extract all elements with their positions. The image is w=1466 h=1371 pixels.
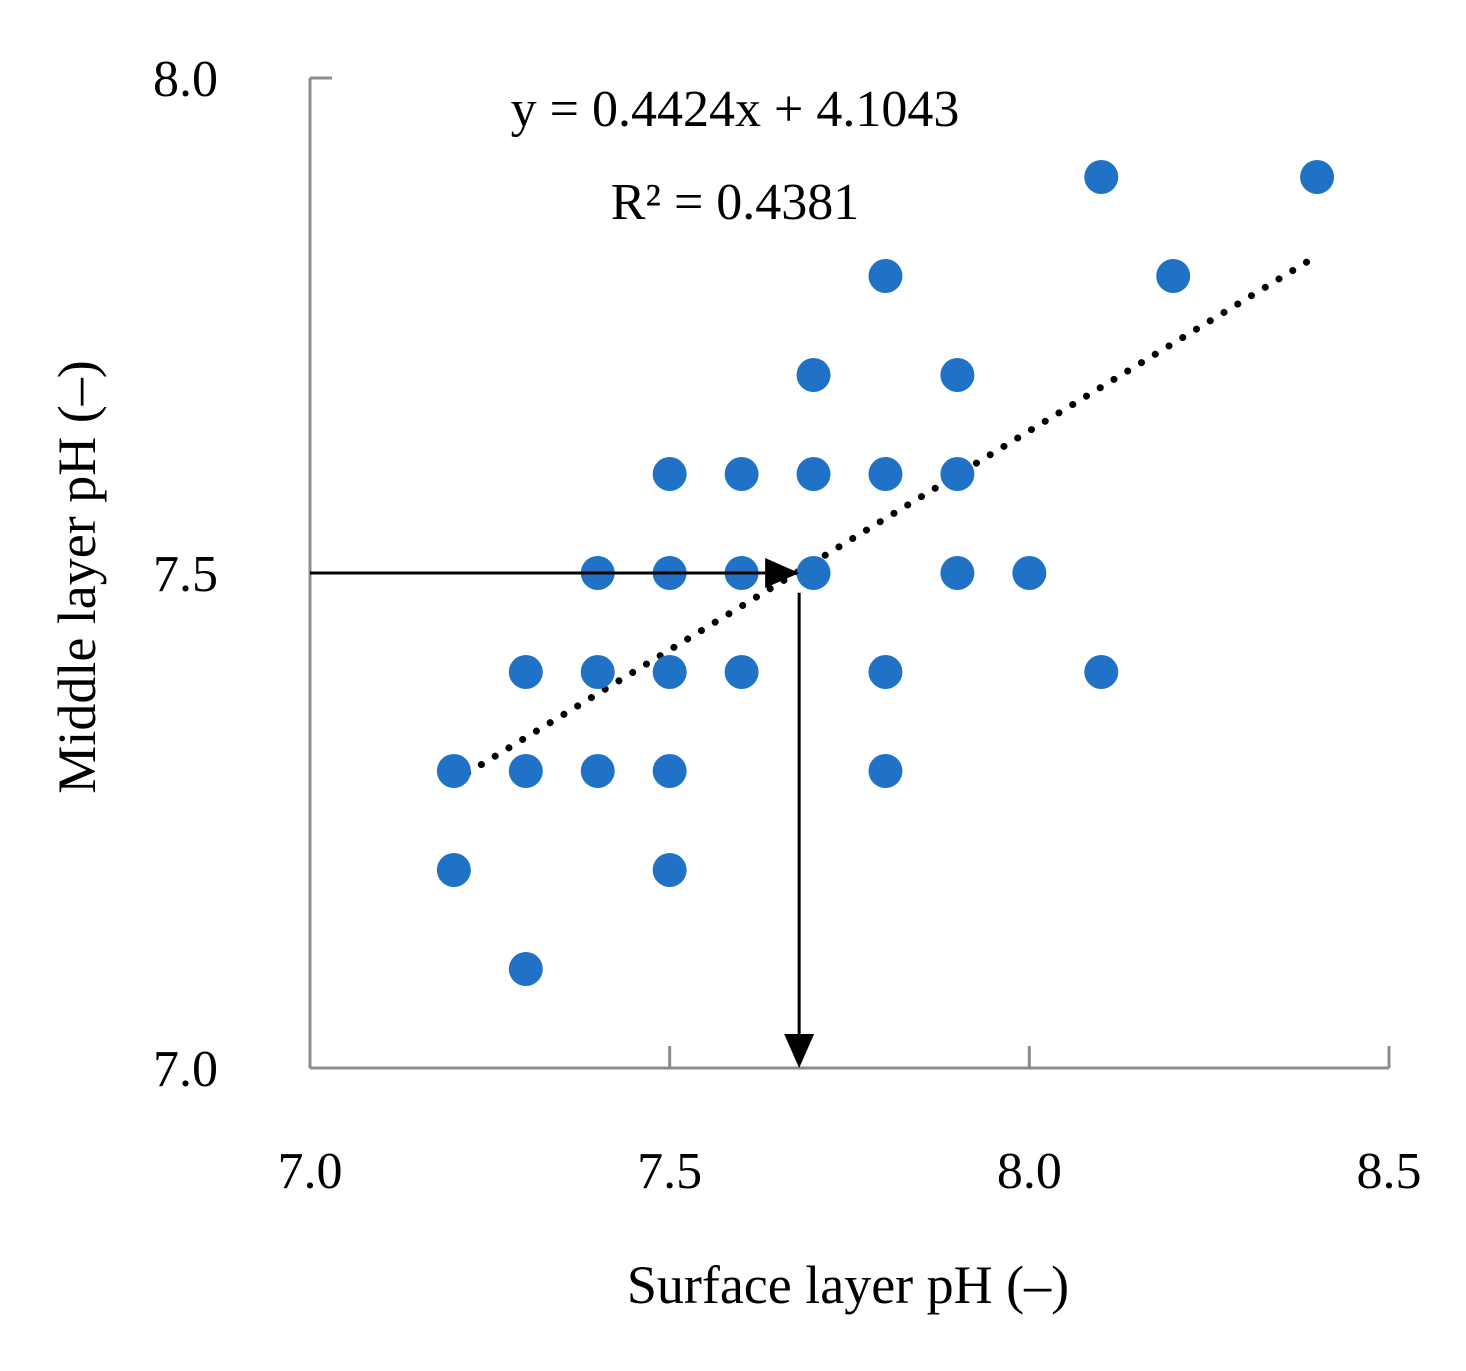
x-axis-title: Surface layer pH (–) [627,1255,1069,1315]
y-axis-title: Middle layer pH (–) [47,360,107,793]
data-point [796,556,831,590]
arrow-head [784,1034,815,1068]
y-tick-label: 7.5 [153,546,218,603]
data-point [508,655,543,689]
data-point [580,754,615,788]
data-point [652,853,687,887]
data-point [868,457,903,491]
x-tick-label: 7.0 [278,1143,343,1200]
data-point [436,853,471,887]
data-point [1156,259,1191,293]
data-points [436,160,1335,986]
data-point [796,457,831,491]
data-point [580,655,615,689]
data-point [724,457,759,491]
data-point [1084,655,1119,689]
trend-r2: R² = 0.4381 [611,174,860,231]
data-point [724,655,759,689]
y-tick-label: 8.0 [153,51,218,108]
trendline [450,252,1321,785]
trendline-layer [450,252,1321,785]
data-point [796,358,831,392]
data-point [868,754,903,788]
data-point [436,754,471,788]
y-tick-label: 7.0 [153,1041,218,1098]
data-point [868,655,903,689]
data-point [508,754,543,788]
data-point [652,655,687,689]
data-point [652,457,687,491]
x-tick-label: 7.5 [637,1143,702,1200]
trend-equation: y = 0.4424x + 4.1043 [511,81,960,138]
data-point [940,358,975,392]
arrows-layer [310,558,815,1068]
data-point [868,259,903,293]
data-point [940,556,975,590]
data-point [508,952,543,986]
arrow-head [765,558,800,588]
x-tick-label: 8.0 [997,1143,1062,1200]
data-point [652,754,687,788]
data-point [940,457,975,491]
x-tick-label: 8.5 [1357,1143,1422,1200]
data-point [1300,160,1335,194]
data-point [1012,556,1047,590]
data-point [1084,160,1119,194]
tick-labels: 7.0 7.5 8.0 8.5 7.0 7.5 8.0 [153,51,1422,1200]
